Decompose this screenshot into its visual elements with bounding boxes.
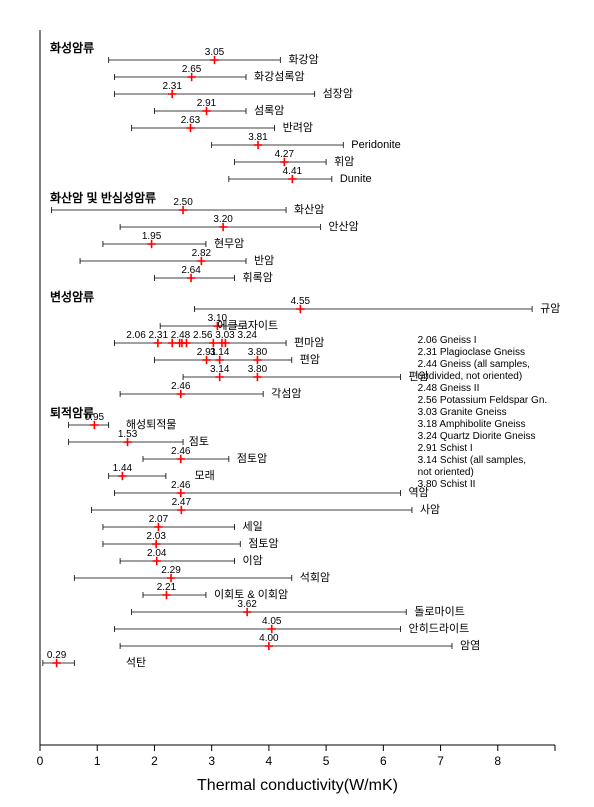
value-label: 4.27	[275, 149, 295, 160]
value-label: 3.80	[248, 347, 268, 358]
item-label: 반암	[254, 254, 274, 267]
value-label: 2.07	[149, 514, 169, 525]
item-label: 현무암	[214, 237, 244, 250]
value-label: 2.47	[172, 497, 192, 508]
value-label: 2.29	[161, 565, 181, 576]
item-label: 반려암	[283, 121, 313, 134]
value-label: 1.44	[113, 463, 133, 474]
legend-line: 2.44 Gneiss (all samples,	[418, 359, 530, 370]
value-label: 3.14	[210, 347, 230, 358]
item-label: 석회암	[300, 571, 330, 584]
item-label: 섬록암	[254, 104, 284, 117]
legend-line: 2.06 Gneiss I	[418, 335, 477, 346]
value-label: 3.62	[237, 599, 257, 610]
value-label: 3.81	[248, 132, 268, 143]
item-label: 모래	[195, 469, 215, 482]
item-label: 휘록암	[243, 271, 273, 284]
value-label: 2.21	[157, 582, 177, 593]
value-label: 2.04	[147, 548, 167, 559]
legend-line: 2.31 Plagioclase Gneiss	[418, 347, 525, 358]
item-label: 화산암	[294, 203, 324, 216]
item-label: 이암	[243, 554, 263, 567]
value-label: 2.06 2.31 2.48 2.56 3.03 3.24	[126, 330, 257, 341]
item-label: 사암	[420, 503, 440, 516]
value-label: 3.14	[210, 364, 230, 375]
value-label: 3.20	[213, 214, 233, 225]
x-tick-label: 0	[37, 754, 44, 768]
value-label: 2.91	[197, 98, 217, 109]
x-axis-title: Thermal conductivity(W/mK)	[197, 777, 398, 794]
value-label: 2.03	[146, 531, 166, 542]
item-label: Dunite	[340, 173, 372, 185]
item-label: 각섬암	[271, 387, 301, 400]
x-tick-label: 3	[208, 754, 215, 768]
group-title: 화성암류	[50, 40, 94, 55]
item-label: Peridonite	[351, 139, 401, 151]
item-label: 점토암	[248, 537, 278, 550]
legend-line: 2.56 Potassium Feldspar Gn.	[418, 395, 548, 406]
value-label: 2.65	[182, 64, 202, 75]
x-tick-label: 6	[380, 754, 387, 768]
x-tick-label: 8	[494, 754, 501, 768]
item-label: 안히드라이트	[409, 621, 470, 635]
value-label: 3.05	[205, 47, 225, 58]
item-label: 점토암	[237, 452, 267, 465]
item-label: 휘암	[334, 155, 354, 168]
item-label: 암염	[460, 639, 480, 652]
legend-line: 2.91 Schist I	[418, 443, 473, 454]
item-label: 돌로마이트	[414, 605, 465, 618]
legend-line: 3.24 Quartz Diorite Gneiss	[418, 431, 536, 442]
legend-line: undivided, not oriented)	[418, 371, 523, 382]
item-label: 섬장암	[323, 87, 353, 100]
item-label: 화강섬록암	[254, 70, 305, 83]
item-label: 규암	[540, 302, 560, 315]
value-label: 2.31	[162, 81, 182, 92]
group-title: 화산암 및 반심성암류	[50, 190, 156, 205]
legend-line: 2.48 Gneiss II	[418, 383, 480, 394]
value-label: 2.50	[173, 197, 193, 208]
item-label: 안산암	[328, 220, 358, 233]
item-label: 점토	[189, 435, 209, 448]
legend-line: 3.03 Granite Gneiss	[418, 407, 507, 418]
legend-line: 3.80 Schist II	[418, 479, 476, 490]
value-label: 3.80	[248, 364, 268, 375]
value-label: 0.29	[47, 650, 67, 661]
item-label: 세일	[243, 519, 263, 533]
x-tick-label: 5	[323, 754, 330, 768]
x-tick-label: 1	[94, 754, 101, 768]
value-label: 2.46	[171, 480, 191, 491]
value-label: 2.46	[171, 446, 191, 457]
x-tick-label: 4	[266, 754, 273, 768]
item-label: 편마암	[294, 336, 324, 349]
value-label: 1.95	[142, 231, 162, 242]
item-label: 편암	[300, 353, 320, 366]
thermal-conductivity-chart: 0 1 2 3 4 5 6 7 8 Thermal conductivity(W/mK) 화성암류 3…	[0, 0, 594, 807]
item-label: 석탄	[126, 656, 146, 669]
value-label: 4.41	[283, 166, 303, 177]
x-tick-label: 7	[437, 754, 444, 768]
value-label: 2.64	[181, 265, 201, 276]
value-label: 2.63	[181, 115, 201, 126]
value-label: 2.46	[171, 381, 191, 392]
legend-line: 3.14 Schist (all samples,	[418, 455, 526, 466]
legend-line: not oriented)	[418, 467, 474, 478]
value-label: 0.95	[85, 412, 105, 423]
value-label: 2.82	[192, 248, 212, 259]
item-label: 화강암	[288, 53, 318, 66]
value-label: 4.05	[262, 616, 282, 627]
value-label: 4.55	[291, 296, 311, 307]
value-label: 1.53	[118, 429, 138, 440]
legend-line: 3.18 Amphibolite Gneiss	[418, 419, 526, 430]
x-tick-label: 2	[151, 754, 158, 768]
value-label: 4.00	[259, 633, 279, 644]
group-title: 변성암류	[50, 289, 94, 304]
